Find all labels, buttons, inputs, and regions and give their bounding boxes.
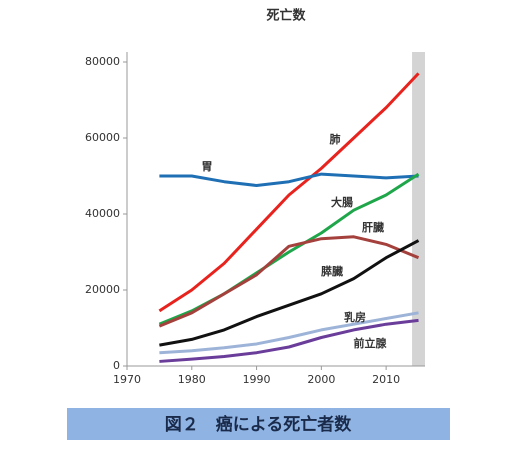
x-tick-label: 2010 [372,373,400,386]
series-label: 胃 [202,160,213,173]
y-tick-label: 60000 [85,131,120,144]
y-tick-label: 0 [113,359,120,372]
y-tick-label: 20000 [85,283,120,296]
series-line [158,235,420,328]
series-line [159,172,419,187]
series-label: 肺 [330,132,341,146]
series-line [159,239,420,347]
x-tick-label: 1980 [178,373,206,386]
y-tick-label: 80000 [85,55,120,68]
y-tick-label: 40000 [85,207,120,220]
series-label: 前立腺 [354,336,388,350]
series-line [158,72,420,313]
series-line [159,318,419,363]
highlight-band [412,52,425,366]
series-label: 膵臓 [321,264,343,278]
series-line [159,311,419,355]
caption: 図２ 癌による死亡者数 [165,414,352,435]
caption-box [67,408,450,440]
series-label: 大腸 [331,195,353,209]
series-label: 肝臓 [362,220,384,234]
x-tick-label: 1970 [113,373,141,386]
chart-title: 死亡数 [266,8,306,24]
series-label: 乳房 [344,310,366,324]
x-tick-label: 1990 [243,373,271,386]
x-tick-label: 2000 [307,373,335,386]
